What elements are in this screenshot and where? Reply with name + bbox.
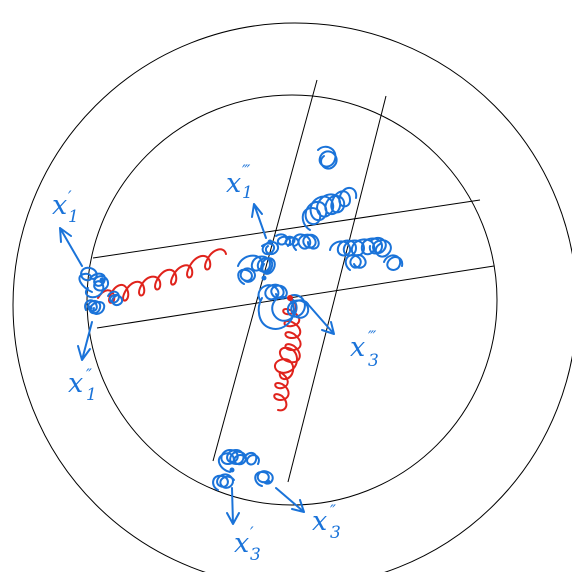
horizontal-strip-bottom-edge bbox=[96, 265, 495, 329]
arrow-x3-triple-prime bbox=[305, 301, 335, 335]
arrows bbox=[59, 203, 335, 525]
outer-circle bbox=[12, 22, 572, 572]
svg-text:3: 3 bbox=[250, 545, 261, 565]
svg-text:1: 1 bbox=[68, 207, 79, 227]
svg-text:x: x bbox=[234, 528, 249, 559]
svg-text:1: 1 bbox=[242, 183, 253, 203]
arrow-x1-double-prime bbox=[77, 321, 93, 361]
red-curly-path-horizontal bbox=[97, 248, 227, 304]
label-x3-prime: x ′ 3 bbox=[234, 523, 261, 565]
label-x3-double-prime: x ″ 3 bbox=[312, 501, 341, 543]
blue-cluster-bottom bbox=[212, 449, 274, 491]
inner-circle bbox=[86, 94, 498, 506]
arrow-x3-double-prime bbox=[275, 487, 305, 513]
arrow-x1-triple-prime bbox=[251, 203, 267, 239]
label-x3-triple-prime: x ‴ 3 bbox=[350, 327, 379, 371]
vertical-strip-right-edge bbox=[287, 95, 387, 483]
svg-text:1: 1 bbox=[86, 385, 97, 405]
svg-text:3: 3 bbox=[368, 351, 379, 371]
arrow-x1-prime bbox=[59, 227, 83, 267]
svg-text:x: x bbox=[52, 190, 67, 221]
svg-text:x: x bbox=[350, 332, 365, 363]
svg-text:x: x bbox=[68, 368, 83, 399]
svg-text:′: ′ bbox=[68, 187, 72, 206]
svg-text:3: 3 bbox=[330, 523, 341, 543]
svg-text:x: x bbox=[226, 168, 241, 199]
svg-text:x: x bbox=[312, 506, 327, 537]
svg-text:‴: ‴ bbox=[368, 327, 377, 346]
blue-cluster-center bbox=[237, 145, 404, 330]
label-x1-prime: x ′ 1 bbox=[52, 187, 79, 227]
label-x1-triple-prime: x ‴ 1 bbox=[226, 161, 253, 203]
svg-text:‴: ‴ bbox=[242, 161, 251, 180]
svg-text:″: ″ bbox=[86, 365, 92, 384]
arrow-x3-prime bbox=[226, 487, 240, 525]
horizontal-strip-top-edge bbox=[92, 199, 481, 259]
svg-text:″: ″ bbox=[330, 501, 336, 520]
red-curly-path-vertical bbox=[273, 297, 302, 412]
red-dot bbox=[287, 295, 293, 301]
svg-text:′: ′ bbox=[250, 523, 254, 542]
blue-dots bbox=[87, 239, 273, 485]
blue-cluster-left bbox=[78, 266, 124, 315]
label-x1-double-prime: x ″ 1 bbox=[68, 365, 97, 405]
